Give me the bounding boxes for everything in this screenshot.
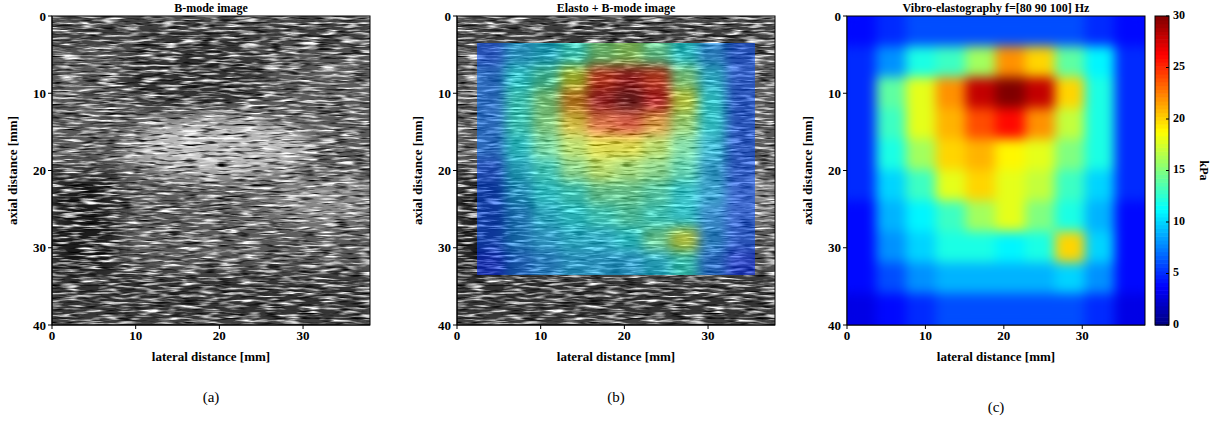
svg-text:25: 25 [1173, 59, 1185, 73]
svg-text:0: 0 [1173, 317, 1179, 331]
svg-text:0: 0 [454, 328, 461, 343]
svg-text:(c): (c) [988, 399, 1005, 416]
svg-text:10: 10 [1173, 214, 1185, 228]
svg-text:20: 20 [1173, 111, 1185, 125]
svg-text:Elasto + B-mode image: Elasto + B-mode image [557, 1, 676, 15]
svg-text:kPa: kPa [1197, 160, 1211, 180]
svg-text:5: 5 [1173, 265, 1179, 279]
svg-text:30: 30 [828, 240, 841, 255]
svg-text:20: 20 [213, 328, 226, 343]
svg-text:30: 30 [297, 328, 310, 343]
svg-text:30: 30 [1173, 8, 1185, 22]
svg-text:10: 10 [828, 86, 841, 101]
svg-text:lateral distance [mm]: lateral distance [mm] [557, 349, 675, 364]
svg-text:30: 30 [33, 240, 46, 255]
svg-text:20: 20 [828, 163, 841, 178]
svg-text:10: 10 [438, 86, 451, 101]
svg-text:20: 20 [997, 328, 1010, 343]
svg-text:(a): (a) [203, 389, 220, 406]
svg-text:20: 20 [33, 163, 46, 178]
svg-text:(b): (b) [607, 389, 625, 406]
svg-text:10: 10 [534, 328, 547, 343]
svg-text:B-mode image: B-mode image [174, 1, 248, 15]
svg-text:20: 20 [618, 328, 631, 343]
svg-text:0: 0 [835, 9, 842, 24]
svg-text:10: 10 [33, 86, 46, 101]
svg-text:10: 10 [129, 328, 142, 343]
svg-text:30: 30 [1076, 328, 1089, 343]
svg-text:axial distance [mm]: axial distance [mm] [410, 116, 425, 225]
svg-text:0: 0 [49, 328, 56, 343]
svg-text:40: 40 [828, 318, 841, 333]
svg-text:0: 0 [844, 328, 851, 343]
svg-text:20: 20 [438, 163, 451, 178]
svg-text:15: 15 [1173, 162, 1185, 176]
svg-text:40: 40 [33, 318, 46, 333]
svg-text:lateral distance [mm]: lateral distance [mm] [937, 349, 1055, 364]
svg-text:axial distance [mm]: axial distance [mm] [800, 116, 815, 225]
svg-text:0: 0 [445, 9, 452, 24]
svg-text:40: 40 [438, 318, 451, 333]
svg-text:30: 30 [438, 240, 451, 255]
svg-text:lateral distance [mm]: lateral distance [mm] [152, 349, 270, 364]
svg-text:0: 0 [40, 9, 47, 24]
svg-text:axial distance [mm]: axial distance [mm] [5, 116, 20, 225]
svg-text:Vibro-elastography f=[80 90 10: Vibro-elastography f=[80 90 100] Hz [903, 1, 1090, 15]
svg-text:10: 10 [919, 328, 932, 343]
svg-text:30: 30 [702, 328, 715, 343]
